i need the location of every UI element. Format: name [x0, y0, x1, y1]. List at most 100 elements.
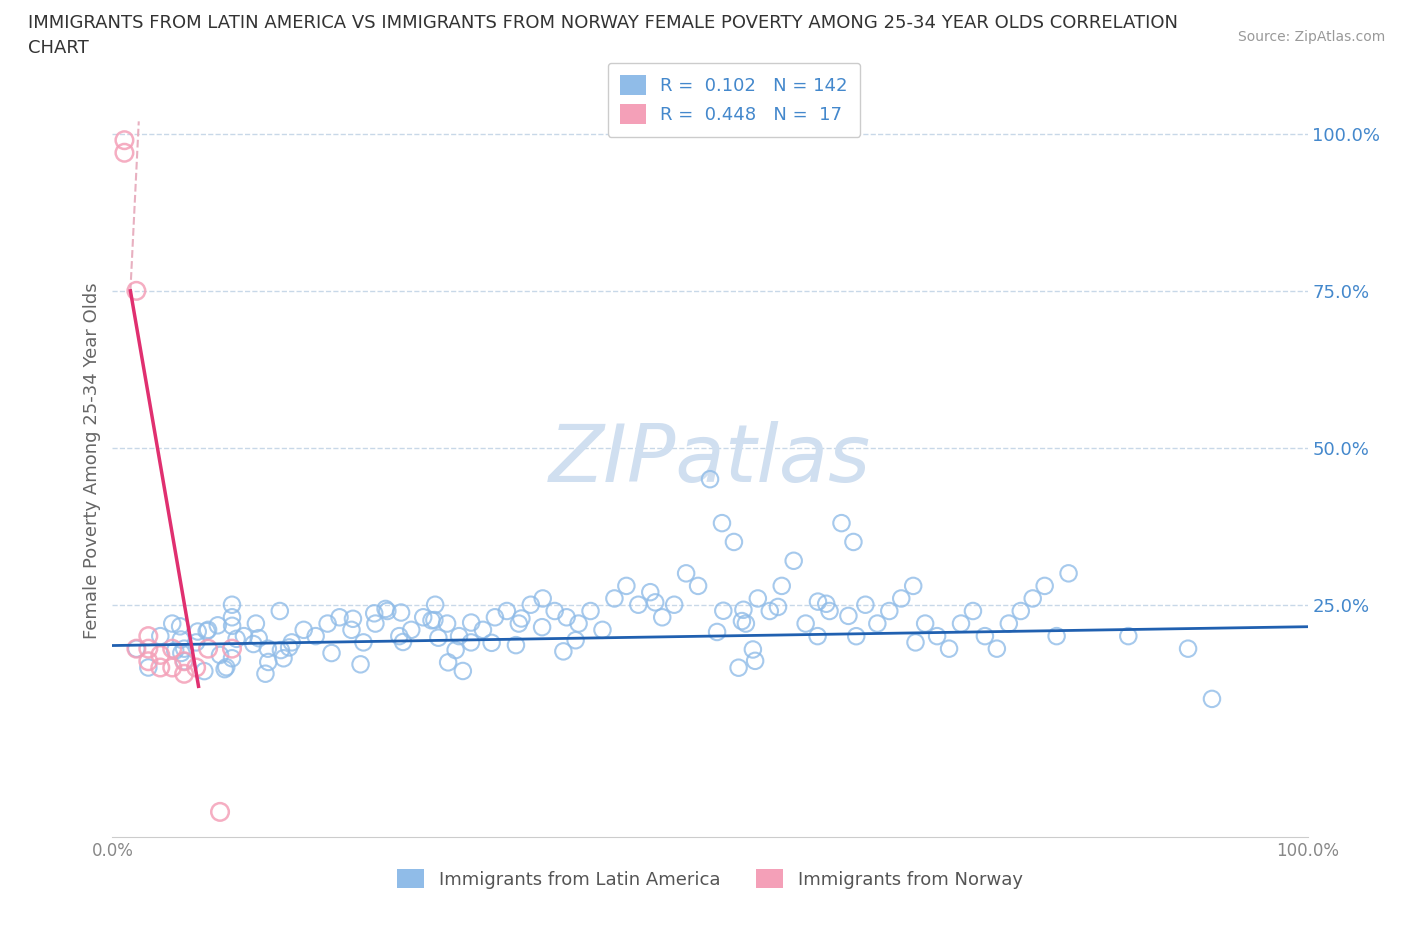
Point — [1118, 629, 1140, 644]
Text: IMMIGRANTS FROM LATIN AMERICA VS IMMIGRANTS FROM NORWAY FEMALE POVERTY AMONG 25-: IMMIGRANTS FROM LATIN AMERICA VS IMMIGRA… — [28, 14, 1178, 32]
Point — [374, 602, 396, 617]
Point — [505, 638, 527, 653]
Point — [221, 642, 243, 657]
Point — [531, 591, 554, 606]
Point — [855, 597, 877, 612]
Point — [496, 604, 519, 618]
Point — [221, 651, 243, 666]
Point — [221, 610, 243, 625]
Point — [247, 631, 270, 645]
Point — [866, 617, 889, 631]
Point — [938, 642, 960, 657]
Point — [352, 635, 374, 650]
Point — [484, 610, 506, 625]
Point — [349, 657, 371, 671]
Point — [162, 660, 183, 675]
Point — [209, 804, 232, 819]
Point — [531, 619, 554, 634]
Point — [173, 654, 195, 669]
Point — [197, 642, 219, 657]
Point — [281, 635, 304, 650]
Point — [890, 591, 912, 606]
Point — [831, 516, 853, 531]
Point — [292, 622, 315, 637]
Point — [564, 632, 586, 647]
Point — [340, 622, 363, 637]
Point — [794, 617, 817, 631]
Point — [1046, 629, 1069, 644]
Point — [186, 635, 208, 650]
Point — [553, 644, 575, 658]
Point — [114, 145, 135, 160]
Point — [1201, 692, 1223, 707]
Point — [364, 617, 387, 631]
Point — [389, 605, 412, 620]
Point — [735, 617, 758, 631]
Text: ZIPatlas: ZIPatlas — [548, 421, 872, 499]
Point — [782, 553, 804, 568]
Point — [242, 636, 264, 651]
Point — [807, 629, 830, 644]
Point — [879, 604, 901, 618]
Point — [568, 617, 591, 631]
Point — [555, 610, 578, 625]
Point — [225, 631, 247, 646]
Point — [149, 629, 172, 644]
Point — [904, 635, 927, 650]
Point — [363, 605, 385, 620]
Point — [510, 611, 533, 626]
Point — [723, 535, 745, 550]
Point — [193, 664, 215, 679]
Point — [321, 645, 343, 660]
Point — [388, 629, 411, 644]
Point — [187, 624, 209, 639]
Legend: Immigrants from Latin America, Immigrants from Norway: Immigrants from Latin America, Immigrant… — [389, 862, 1031, 896]
Point — [731, 614, 754, 629]
Point — [165, 643, 187, 658]
Point — [425, 597, 447, 612]
Point — [401, 622, 423, 637]
Point — [711, 604, 734, 618]
Point — [149, 660, 172, 675]
Point — [770, 578, 793, 593]
Point — [270, 643, 292, 658]
Point — [423, 613, 446, 628]
Point — [305, 629, 328, 644]
Point — [741, 642, 763, 657]
Point — [1057, 565, 1080, 580]
Point — [138, 642, 160, 657]
Point — [508, 617, 530, 631]
Point — [520, 597, 543, 612]
Point — [195, 624, 218, 639]
Point — [1022, 591, 1045, 606]
Point — [640, 585, 662, 600]
Point — [257, 642, 280, 657]
Point — [436, 617, 458, 631]
Point — [1177, 642, 1199, 657]
Point — [727, 660, 749, 675]
Point — [427, 631, 450, 645]
Point — [377, 604, 399, 618]
Point — [706, 625, 728, 640]
Point — [651, 610, 673, 625]
Point — [699, 472, 721, 486]
Point — [278, 640, 301, 655]
Point — [592, 622, 614, 637]
Point — [579, 604, 602, 618]
Point — [173, 666, 195, 681]
Point — [221, 597, 243, 612]
Point — [207, 618, 229, 632]
Point — [744, 654, 766, 669]
Point — [420, 613, 443, 628]
Point — [437, 655, 460, 670]
Point — [269, 604, 291, 618]
Point — [974, 629, 997, 644]
Point — [392, 634, 415, 649]
Point — [209, 647, 232, 662]
Text: Source: ZipAtlas.com: Source: ZipAtlas.com — [1237, 30, 1385, 44]
Point — [688, 578, 710, 593]
Point — [221, 618, 243, 633]
Point — [447, 629, 470, 644]
Point — [675, 565, 697, 580]
Point — [173, 654, 195, 669]
